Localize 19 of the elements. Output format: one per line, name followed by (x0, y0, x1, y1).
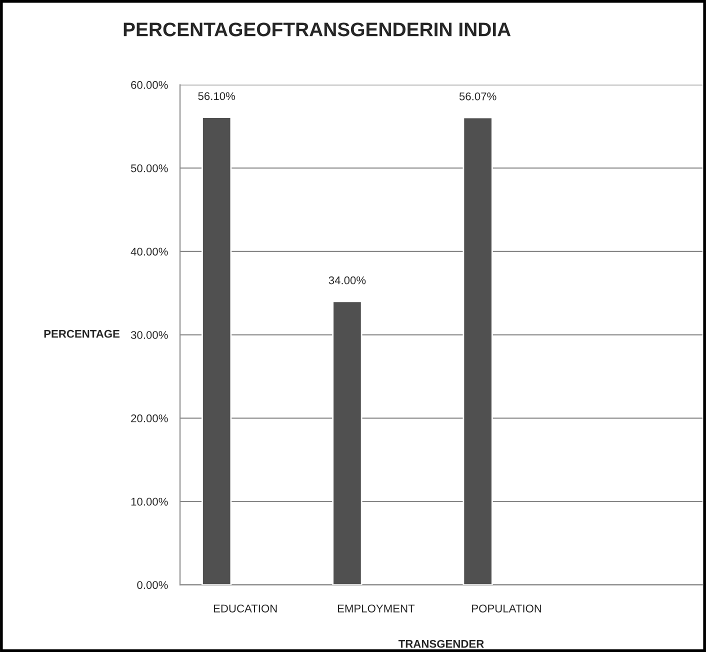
y-tick-label: 0.00% (137, 581, 168, 589)
bar (462, 116, 493, 585)
x-tick-label: EDUCATION (214, 604, 277, 612)
bar (202, 116, 232, 585)
data-label: 56.07% (459, 92, 496, 100)
x-tick-label: POPULATION (472, 604, 542, 612)
x-axis-title: TRANSGENDER (398, 640, 484, 648)
data-label: 34.00% (328, 276, 366, 284)
data-label: 56.10% (198, 92, 236, 100)
y-tick-label: 50.00% (130, 164, 168, 172)
y-tick-label: 40.00% (130, 248, 168, 256)
y-tick-label: 10.00% (131, 498, 168, 506)
x-tick-label: EMPLOYMENT (338, 604, 415, 612)
y-axis-title: PERCENTAGE (44, 330, 120, 338)
y-tick-label: 60.00% (131, 81, 168, 89)
y-tick-label: 30.00% (130, 331, 168, 339)
chart-title: PERCENTAGEOFTRANSGENDERIN INDIA (124, 22, 511, 36)
y-tick-label: 20.00% (131, 414, 168, 422)
bar (332, 300, 362, 585)
